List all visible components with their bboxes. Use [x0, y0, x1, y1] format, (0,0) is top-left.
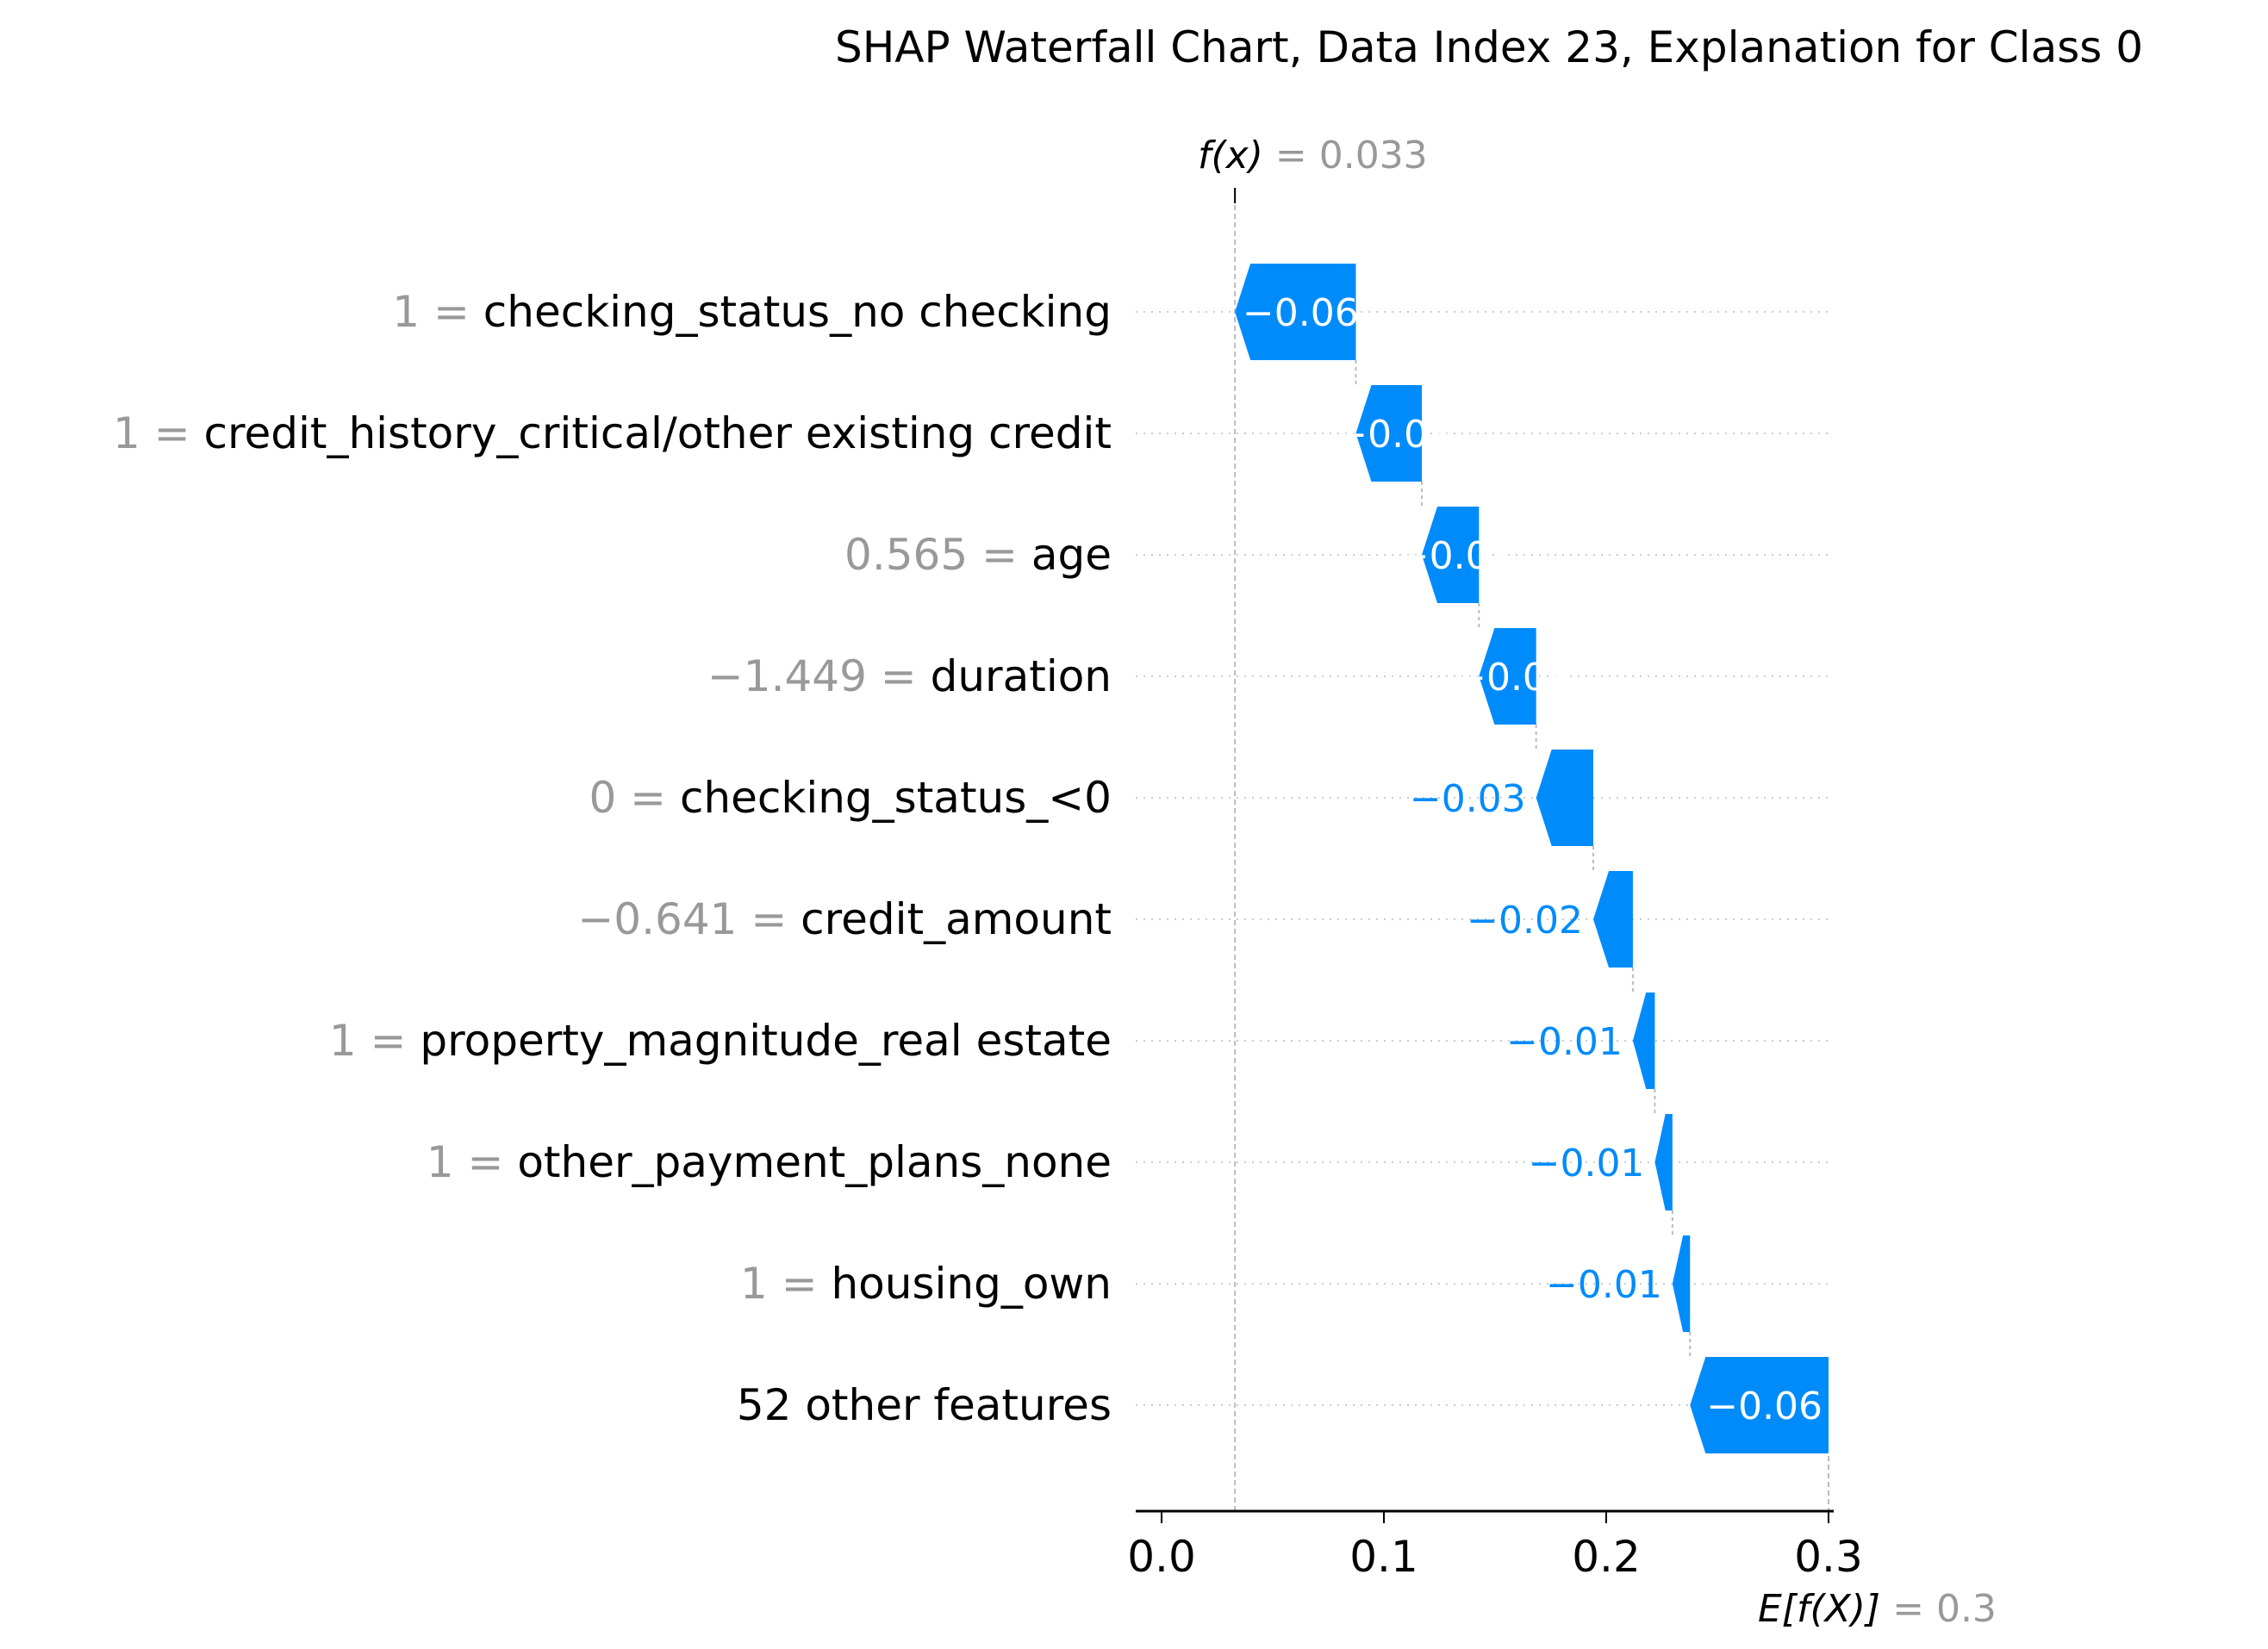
feature-value: 0 = — [589, 773, 680, 823]
fx-value: = 0.033 — [1263, 134, 1428, 177]
waterfall-bar — [1654, 1114, 1673, 1210]
bar-value-label: −0.03 — [1410, 777, 1526, 821]
feature-label: 1 = other_payment_plans_none — [427, 1137, 1112, 1187]
chart-title: SHAP Waterfall Chart, Data Index 23, Exp… — [835, 22, 2143, 72]
bar-value-label: −0.03 — [1398, 534, 1514, 578]
bar-value-label: −0.01 — [1529, 1142, 1645, 1185]
waterfall-bar — [1632, 993, 1655, 1089]
feature-value: −0.641 = — [577, 894, 801, 944]
waterfall-bar — [1536, 750, 1594, 846]
feature-label: 1 = housing_own — [740, 1259, 1112, 1309]
x-tick-label: 0.1 — [1349, 1532, 1418, 1582]
bar-value-label: −0.01 — [1546, 1263, 1662, 1307]
feature-name: property_magnitude_real estate — [420, 1016, 1112, 1066]
bar-labels: −0.06 −0.03 −0.03 −0.03 −0.03 −0.02 −0.01 −0.01… — [1243, 291, 1822, 1428]
base-value: = 0.3 — [1880, 1587, 1997, 1631]
feature-value: −1.449 = — [707, 651, 931, 701]
feature-label: −0.641 = credit_amount — [577, 894, 1112, 944]
feature-label: 0.565 = age — [844, 530, 1112, 580]
feature-label: 1 = credit_history_critical/other existi… — [113, 408, 1112, 458]
x-axis: 0.0 0.1 0.2 0.3 — [1127, 1509, 1863, 1582]
feature-label: 52 other features — [737, 1380, 1112, 1430]
base-label: E[f(X)] = 0.3 — [1758, 1587, 1997, 1631]
feature-value: 1 = — [427, 1137, 518, 1187]
feature-name: duration — [931, 651, 1112, 701]
bar-value-label: −0.06 — [1243, 291, 1359, 335]
feature-name: checking_status_no checking — [483, 287, 1112, 337]
feature-label: 0 = checking_status_<0 — [589, 773, 1112, 823]
feature-label: −1.449 = duration — [707, 651, 1112, 701]
feature-name: 52 other features — [737, 1380, 1112, 1430]
waterfall-bar — [1422, 507, 1480, 603]
fx-name: f(x) — [1198, 134, 1263, 177]
x-tick-label: 0.3 — [1794, 1532, 1863, 1582]
feature-name: credit_history_critical/other existing c… — [204, 408, 1112, 458]
base-name: E[f(X)] — [1758, 1587, 1880, 1631]
feature-value: 0.565 = — [844, 530, 1031, 580]
feature-value: 1 = — [113, 408, 204, 458]
bar-value-label: −0.02 — [1467, 899, 1583, 943]
bar-value-label: −0.03 — [1455, 656, 1571, 700]
bars — [1235, 264, 1829, 1453]
feature-name: housing_own — [831, 1259, 1112, 1309]
x-tick-label: 0.0 — [1127, 1532, 1196, 1582]
feature-label: 1 = checking_status_no checking — [392, 287, 1112, 337]
feature-label: 1 = property_magnitude_real estate — [329, 1016, 1112, 1066]
feature-name: credit_amount — [801, 894, 1112, 944]
waterfall-bar — [1690, 1357, 1829, 1453]
feature-value: 1 = — [392, 287, 483, 337]
fx-label: f(x) = 0.033 — [1198, 134, 1428, 177]
waterfall-bar — [1355, 385, 1423, 482]
feature-value: 1 = — [740, 1259, 832, 1309]
waterfall-bar — [1593, 871, 1633, 968]
feature-value: 1 = — [329, 1016, 421, 1066]
feature-name: other_payment_plans_none — [517, 1137, 1112, 1187]
guides — [1136, 188, 1834, 1511]
feature-name: checking_status_<0 — [680, 773, 1112, 823]
bar-value-label: −0.06 — [1706, 1385, 1822, 1428]
waterfall-bar — [1235, 264, 1356, 360]
bar-value-label: −0.03 — [1336, 413, 1452, 457]
bar-value-label: −0.01 — [1506, 1020, 1623, 1064]
waterfall-bar — [1479, 628, 1536, 725]
feature-name: age — [1031, 530, 1112, 580]
x-tick-label: 0.2 — [1572, 1532, 1641, 1582]
waterfall-bar — [1672, 1235, 1691, 1332]
